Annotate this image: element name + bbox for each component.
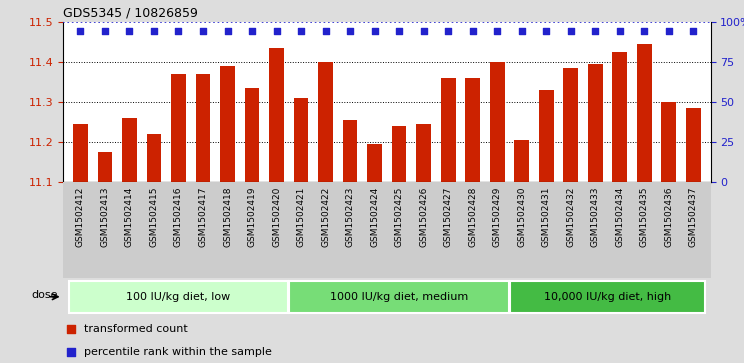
Bar [686, 107, 701, 182]
Bar [73, 124, 88, 182]
Point [74, 28, 86, 33]
Point [638, 28, 650, 33]
Text: GSM1502412: GSM1502412 [76, 186, 85, 247]
Text: GSM1502436: GSM1502436 [664, 186, 673, 247]
Point [516, 28, 527, 33]
Text: GSM1502421: GSM1502421 [297, 186, 306, 247]
Point [466, 28, 478, 33]
Bar [294, 98, 309, 182]
Text: percentile rank within the sample: percentile rank within the sample [84, 347, 272, 357]
Text: GSM1502430: GSM1502430 [517, 186, 526, 247]
Text: GSM1502416: GSM1502416 [174, 186, 183, 247]
Text: GSM1502437: GSM1502437 [689, 186, 698, 247]
Point [65, 349, 77, 355]
Bar [147, 134, 161, 182]
Bar [289, 281, 509, 313]
Text: dose: dose [32, 290, 58, 300]
Text: GSM1502422: GSM1502422 [321, 186, 330, 246]
Text: GSM1502420: GSM1502420 [272, 186, 281, 247]
Bar [417, 124, 431, 182]
Text: 1000 IU/kg diet, medium: 1000 IU/kg diet, medium [330, 292, 468, 302]
Text: GSM1502432: GSM1502432 [566, 186, 575, 247]
Point [589, 28, 601, 33]
Bar [539, 90, 554, 182]
Point [320, 28, 332, 33]
Point [369, 28, 381, 33]
Text: GSM1502427: GSM1502427 [443, 186, 452, 247]
Bar [318, 62, 333, 182]
Bar [392, 126, 406, 182]
Bar [514, 139, 529, 182]
Bar [269, 48, 284, 182]
Point [442, 28, 454, 33]
Point [124, 28, 135, 33]
Bar [490, 62, 504, 182]
Point [99, 28, 111, 33]
Text: GSM1502435: GSM1502435 [640, 186, 649, 247]
Bar [510, 281, 705, 313]
Point [417, 28, 429, 33]
Point [687, 28, 699, 33]
Text: GSM1502425: GSM1502425 [394, 186, 404, 247]
Text: GSM1502433: GSM1502433 [591, 186, 600, 247]
Point [295, 28, 307, 33]
Text: GSM1502417: GSM1502417 [199, 186, 208, 247]
Point [222, 28, 234, 33]
Point [271, 28, 283, 33]
Bar [563, 68, 578, 182]
Text: GSM1502414: GSM1502414 [125, 186, 134, 247]
Bar [122, 118, 137, 182]
Bar [196, 74, 211, 182]
Point [393, 28, 405, 33]
Point [540, 28, 552, 33]
Point [344, 28, 356, 33]
Bar [588, 64, 603, 182]
Bar [637, 44, 652, 182]
Text: GSM1502415: GSM1502415 [150, 186, 158, 247]
Bar [661, 102, 676, 182]
Bar [97, 151, 112, 182]
Text: GSM1502431: GSM1502431 [542, 186, 551, 247]
Point [173, 28, 185, 33]
Text: GSM1502426: GSM1502426 [419, 186, 428, 247]
Bar [465, 78, 480, 182]
Point [491, 28, 503, 33]
Text: GDS5345 / 10826859: GDS5345 / 10826859 [63, 6, 198, 19]
Point [614, 28, 626, 33]
Point [148, 28, 160, 33]
Text: GSM1502423: GSM1502423 [346, 186, 355, 247]
Point [65, 326, 77, 332]
Bar [368, 143, 382, 182]
Bar [68, 281, 289, 313]
Bar [220, 66, 235, 182]
Text: GSM1502413: GSM1502413 [100, 186, 109, 247]
Text: 100 IU/kg diet, low: 100 IU/kg diet, low [126, 292, 231, 302]
Text: GSM1502424: GSM1502424 [370, 186, 379, 246]
Text: GSM1502419: GSM1502419 [248, 186, 257, 247]
Bar [171, 74, 186, 182]
Bar [343, 119, 357, 182]
Text: GSM1502429: GSM1502429 [493, 186, 501, 247]
Text: transformed count: transformed count [84, 324, 187, 334]
Bar [245, 87, 260, 182]
Text: GSM1502434: GSM1502434 [615, 186, 624, 247]
Point [246, 28, 258, 33]
Point [565, 28, 577, 33]
Bar [441, 78, 455, 182]
Text: GSM1502428: GSM1502428 [468, 186, 477, 247]
Point [197, 28, 209, 33]
Bar [63, 182, 711, 278]
Text: GSM1502418: GSM1502418 [223, 186, 232, 247]
Bar [612, 52, 627, 182]
Text: 10,000 IU/kg diet, high: 10,000 IU/kg diet, high [544, 292, 671, 302]
Point [663, 28, 675, 33]
